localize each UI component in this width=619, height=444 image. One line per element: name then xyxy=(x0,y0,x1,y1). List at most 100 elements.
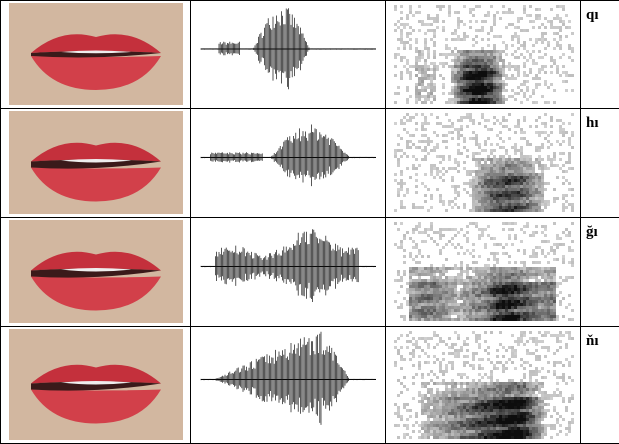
spec-cell xyxy=(532,261,535,264)
spec-cell xyxy=(538,261,541,264)
spec-cell xyxy=(466,101,469,104)
spec-cell xyxy=(541,167,544,170)
spec-cell xyxy=(457,53,460,56)
spec-cell xyxy=(490,418,493,421)
spec-cell xyxy=(478,406,481,409)
spec-cell xyxy=(502,412,505,415)
spec-cell xyxy=(529,391,532,394)
spec-cell xyxy=(565,35,568,38)
spec-cell xyxy=(520,203,523,206)
spec-cell xyxy=(514,152,517,155)
spec-cell xyxy=(550,288,553,291)
spec-cell xyxy=(568,140,571,143)
spec-cell xyxy=(460,303,463,306)
spec-cell xyxy=(457,89,460,92)
spec-cell xyxy=(454,279,457,282)
spec-cell xyxy=(535,279,538,282)
spec-cell xyxy=(562,8,565,11)
spec-cell xyxy=(514,412,517,415)
spec-cell xyxy=(544,430,547,433)
row: hı xyxy=(1,109,619,218)
spec-cell xyxy=(478,270,481,273)
spec-cell xyxy=(421,125,424,128)
spec-cell xyxy=(487,382,490,385)
waveform-cell xyxy=(191,1,386,109)
spec-cell xyxy=(475,137,478,140)
spec-cell xyxy=(514,315,517,318)
spec-cell xyxy=(496,143,499,146)
spec-cell xyxy=(457,243,460,246)
spec-cell xyxy=(481,158,484,161)
spec-cell xyxy=(427,315,430,318)
spec-cell xyxy=(499,270,502,273)
spec-cell xyxy=(550,164,553,167)
spec-cell xyxy=(526,285,529,288)
spec-cell xyxy=(409,318,412,321)
spec-cell xyxy=(439,273,442,276)
spec-cell xyxy=(487,294,490,297)
spec-cell xyxy=(394,56,397,59)
spec-cell xyxy=(415,306,418,309)
spec-cell xyxy=(484,331,487,334)
spec-cell xyxy=(520,191,523,194)
spec-cell xyxy=(490,158,493,161)
spec-cell xyxy=(472,56,475,59)
spec-cell xyxy=(499,409,502,412)
spec-cell xyxy=(409,237,412,240)
spec-cell xyxy=(493,391,496,394)
spec-cell xyxy=(520,89,523,92)
spec-cell xyxy=(448,403,451,406)
spec-cell xyxy=(517,267,520,270)
spec-cell xyxy=(508,137,511,140)
spec-cell xyxy=(538,185,541,188)
waveform-cell xyxy=(191,218,386,327)
spec-cell xyxy=(571,146,574,149)
spec-cell xyxy=(421,158,424,161)
spec-cell xyxy=(415,415,418,418)
spec-cell xyxy=(400,315,403,318)
spec-cell xyxy=(544,315,547,318)
spec-cell xyxy=(529,234,532,237)
spec-cell xyxy=(496,209,499,212)
spec-cell xyxy=(526,394,529,397)
spec-cell xyxy=(484,200,487,203)
spec-cell xyxy=(547,261,550,264)
spec-cell xyxy=(454,412,457,415)
spec-cell xyxy=(451,92,454,95)
spec-cell xyxy=(424,173,427,176)
spec-cell xyxy=(469,26,472,29)
spec-cell xyxy=(439,288,442,291)
spec-cell xyxy=(430,206,433,209)
spec-cell xyxy=(472,400,475,403)
spec-cell xyxy=(436,231,439,234)
spec-cell xyxy=(541,433,544,436)
spec-cell xyxy=(478,415,481,418)
spec-cell xyxy=(499,436,502,439)
spec-cell xyxy=(532,400,535,403)
spec-cell xyxy=(535,14,538,17)
spec-cell xyxy=(553,352,556,355)
spec-cell xyxy=(508,430,511,433)
spec-cell xyxy=(493,436,496,439)
spec-cell xyxy=(460,95,463,98)
spectrogram xyxy=(386,218,581,326)
spec-cell xyxy=(505,367,508,370)
spec-cell xyxy=(487,358,490,361)
spec-cell xyxy=(541,249,544,252)
spec-cell xyxy=(478,394,481,397)
spec-cell xyxy=(439,5,442,8)
spec-cell xyxy=(550,397,553,400)
spec-cell xyxy=(490,237,493,240)
spec-cell xyxy=(496,355,499,358)
spec-cell xyxy=(439,312,442,315)
spec-cell xyxy=(520,285,523,288)
spec-cell xyxy=(490,391,493,394)
spec-cell xyxy=(550,26,553,29)
wave xyxy=(201,229,375,302)
spec-cell xyxy=(466,397,469,400)
spec-cell xyxy=(469,77,472,80)
spec-cell xyxy=(505,309,508,312)
spec-cell xyxy=(523,382,526,385)
spec-cell xyxy=(424,294,427,297)
spec-cell xyxy=(496,83,499,86)
